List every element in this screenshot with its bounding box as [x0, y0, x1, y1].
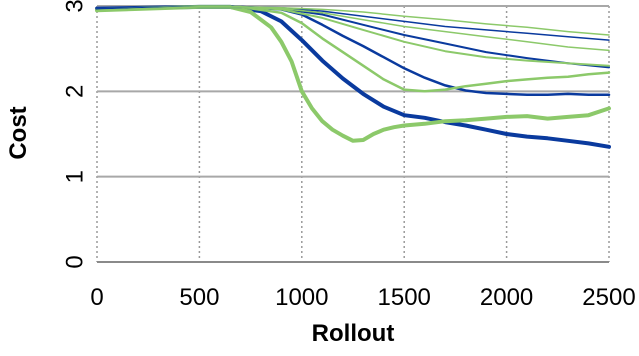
y-tick-label: 2 [61, 85, 88, 98]
x-tick-label: 0 [90, 284, 103, 311]
x-tick-label: 1500 [378, 284, 431, 311]
series-line-9 [96, 6, 610, 36]
series-line-8 [96, 6, 610, 52]
x-axis-ticks: 0 500 1000 1500 2000 2500 [90, 284, 635, 311]
y-tick-label: 0 [61, 255, 88, 268]
chart-series [95, 4, 611, 149]
y-tick-label: 3 [61, 0, 88, 13]
x-tick-label: 2000 [480, 284, 533, 311]
x-tick-label: 2500 [582, 284, 635, 311]
series-line-4 [95, 5, 611, 93]
series-line-6 [96, 5, 610, 67]
series-line-1 [95, 4, 611, 149]
y-axis-ticks: 0 1 2 3 [61, 0, 88, 269]
x-tick-label: 1000 [275, 284, 328, 311]
y-axis-label: Cost [5, 106, 32, 159]
chart-grid [96, 5, 610, 263]
y-tick-label: 1 [61, 170, 88, 183]
x-tick-label: 500 [179, 284, 219, 311]
x-axis-label: Rollout [312, 320, 395, 347]
series-line-3 [95, 5, 611, 96]
series-line-2 [95, 4, 611, 143]
